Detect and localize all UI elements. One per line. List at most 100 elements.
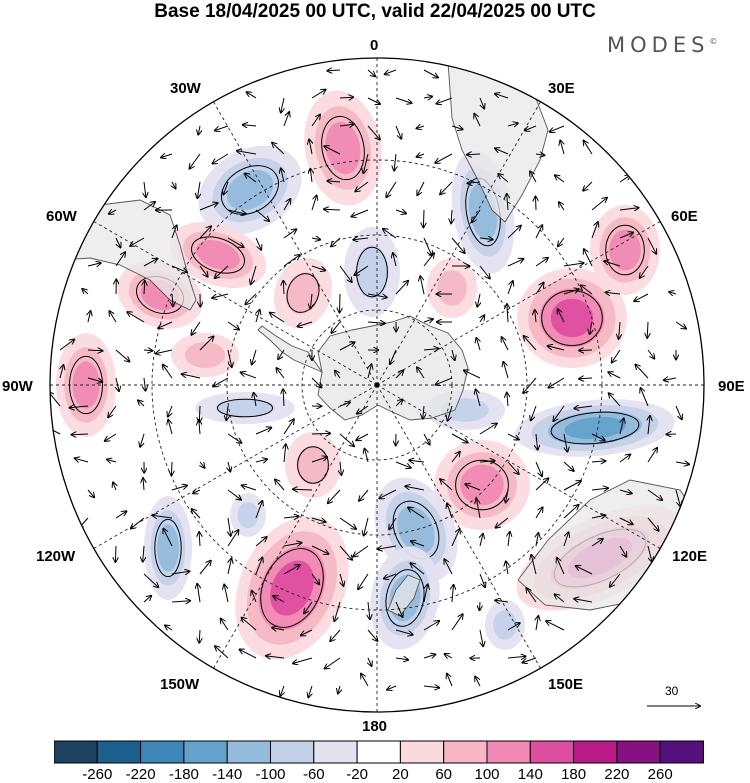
positive-anomaly-contour	[437, 270, 467, 306]
wind-vector-arrow	[338, 685, 340, 693]
wind-vector-arrow	[584, 141, 593, 155]
wind-vector-arrow	[243, 125, 257, 126]
wind-vector-arrow	[507, 123, 518, 126]
positive-anomaly-contour	[296, 445, 330, 485]
wind-vector-arrow	[675, 489, 680, 506]
wind-vector-arrow	[330, 629, 341, 641]
wind-vector-arrow	[130, 237, 145, 246]
wind-vector-arrow	[87, 377, 102, 382]
wind-vector-arrow	[535, 258, 548, 267]
wind-vector-arrow	[358, 573, 369, 589]
wind-vector-arrow	[355, 181, 369, 191]
wind-vector-arrow	[408, 507, 425, 519]
lon-label-60e: 60E	[671, 208, 698, 225]
lon-label-30w: 30W	[170, 80, 201, 97]
meridian-line	[93, 221, 378, 386]
wind-vector-arrow	[448, 405, 453, 421]
wind-vector-arrow	[423, 209, 424, 227]
wind-vector-arrow	[395, 601, 403, 617]
wind-vector-arrow	[641, 388, 649, 407]
wind-vector-arrow	[107, 460, 117, 463]
wind-vector-arrow	[535, 225, 542, 239]
wind-vector-arrow	[153, 515, 173, 518]
wind-vector-arrow	[327, 181, 341, 182]
wind-vector-arrow	[479, 238, 493, 240]
wind-vector-arrow	[591, 515, 605, 518]
wind-vector-arrow	[255, 537, 267, 547]
colorbar-swatch	[356, 740, 401, 764]
wind-vector-arrow	[252, 591, 257, 603]
wind-vector-arrow	[574, 599, 593, 602]
wind-vector-arrow	[451, 614, 463, 631]
south-pole-marker	[374, 382, 380, 388]
wind-vector-arrow	[143, 259, 157, 267]
wind-vector-arrow	[558, 309, 565, 323]
wind-vector-arrow	[525, 125, 537, 131]
wind-vector-arrow	[283, 281, 284, 295]
wind-vector-arrow	[115, 511, 126, 519]
wind-vector-arrow	[563, 289, 579, 295]
wind-vector-arrow	[116, 377, 119, 391]
wind-vector-arrow	[474, 114, 481, 127]
wind-vector-arrow	[451, 237, 465, 253]
wind-vector-arrow	[559, 202, 565, 211]
wind-vector-arrow	[227, 433, 241, 443]
wind-vector-arrow	[535, 154, 544, 155]
wind-vector-arrow	[395, 461, 411, 468]
wind-vector-arrow	[354, 265, 369, 275]
anomaly-isoline	[221, 165, 279, 215]
wind-vector-arrow	[479, 97, 484, 108]
wind-vector-arrow	[340, 293, 341, 313]
wind-vector-arrow	[339, 545, 352, 560]
wind-vector-arrow	[171, 226, 177, 239]
wind-vector-arrow	[507, 623, 520, 631]
wind-vector-arrow	[245, 293, 257, 304]
map-title: Base 18/04/2025 00 UTC, valid 22/04/2025…	[154, 1, 596, 22]
colorbar-tick-label: 100	[474, 766, 500, 783]
wind-vector-arrow	[445, 654, 453, 658]
wind-vector-arrow	[395, 281, 408, 295]
wind-vector-arrow	[389, 517, 397, 529]
wind-vector-arrow	[115, 545, 116, 562]
wind-vector-arrow	[506, 561, 508, 575]
colorbar-swatch	[96, 740, 142, 764]
negative-anomaly-contour	[237, 502, 259, 528]
wind-vector-arrow	[507, 461, 519, 474]
wind-vector-arrow	[324, 146, 341, 155]
wind-vector-arrow	[648, 416, 650, 435]
wind-vector-arrow	[385, 69, 397, 74]
wind-vector-arrow	[619, 419, 624, 435]
wind-vector-arrow	[356, 433, 369, 440]
wind-vector-arrow	[526, 588, 537, 603]
wind-vector-arrow	[591, 198, 607, 211]
colorbar-tick-label: 60	[435, 766, 453, 783]
negative-anomaly-contour	[215, 398, 275, 418]
wind-vector-arrow	[241, 372, 257, 379]
colorbar-tick-label: 260	[647, 766, 673, 783]
wind-vector-arrow	[507, 433, 519, 440]
wind-vector-arrow	[144, 181, 146, 197]
wind-vector-arrow	[353, 238, 369, 240]
wind-vector-arrow	[467, 182, 481, 183]
wind-vector-arrow	[367, 69, 375, 76]
wind-vector-arrow	[368, 364, 371, 379]
wind-vector-arrow	[280, 685, 284, 696]
wind-vector-arrow	[193, 490, 201, 493]
wind-vector-arrow	[88, 311, 91, 323]
wind-vector-arrow	[144, 377, 146, 391]
wind-vector-arrow	[163, 365, 173, 379]
anomaly-isoline	[321, 115, 365, 181]
wind-vector-arrow	[503, 362, 509, 379]
anomaly-isoline	[191, 236, 245, 274]
anomaly-isoline	[541, 290, 603, 346]
wind-vector-arrow	[331, 237, 341, 246]
wind-vector-arrow	[311, 265, 325, 270]
wind-vector-arrow	[293, 657, 313, 663]
wind-vector-arrow	[451, 529, 460, 547]
anomaly-isoline	[550, 411, 640, 445]
wind-vector-arrow	[255, 209, 269, 221]
wind-vector-arrow	[647, 517, 659, 531]
wind-vector-arrow	[365, 449, 368, 463]
wind-vector-arrow	[507, 226, 521, 239]
wind-vector-arrow	[675, 405, 682, 419]
